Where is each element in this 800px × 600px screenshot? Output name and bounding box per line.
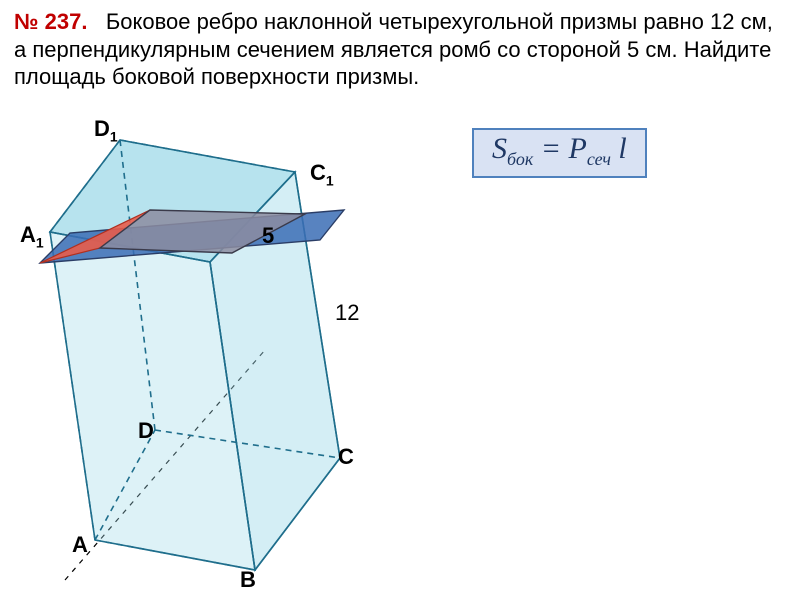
- vertex-label: D: [138, 418, 154, 444]
- vertex-label: B: [240, 567, 256, 593]
- vertex-label: 12: [335, 300, 359, 326]
- vertex-label: C1: [310, 160, 334, 188]
- vertex-label: A: [72, 532, 88, 558]
- vertex-label: C: [338, 444, 354, 470]
- prism-diagram: [0, 0, 800, 600]
- vertex-label: 5: [262, 223, 274, 249]
- vertex-label: D1: [94, 116, 118, 144]
- vertex-label: A1: [20, 222, 44, 250]
